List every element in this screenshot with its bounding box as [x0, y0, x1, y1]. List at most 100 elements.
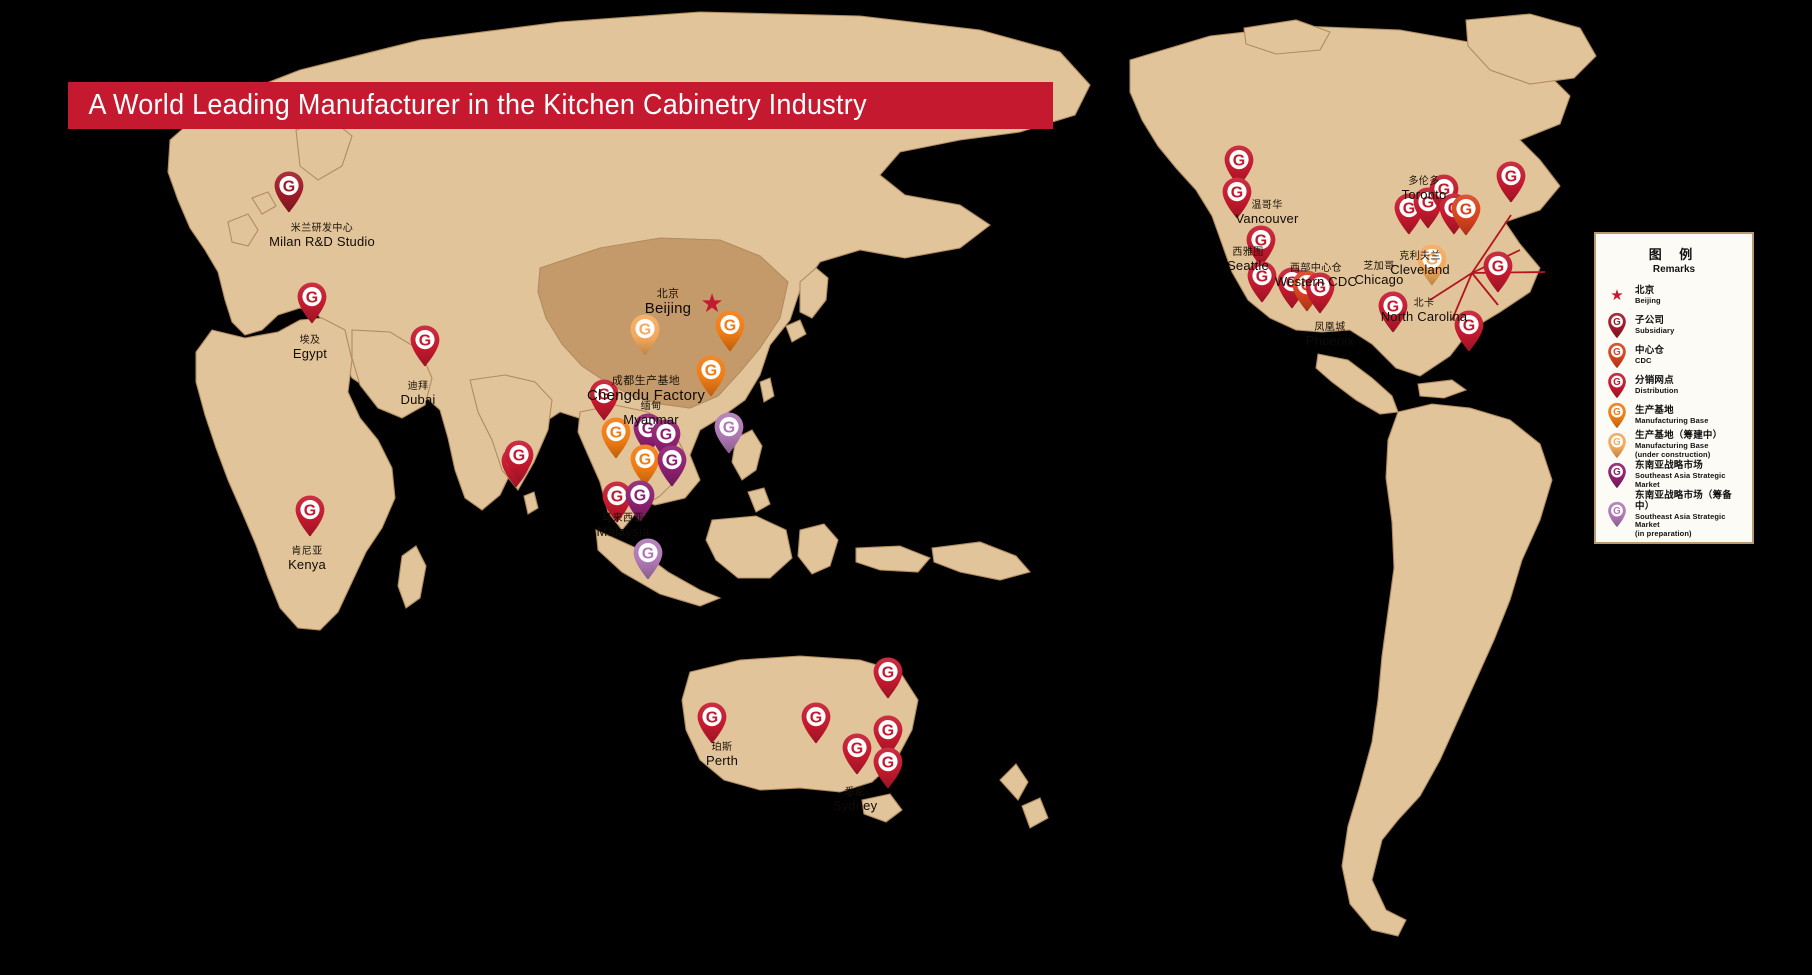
- svg-text:G: G: [1233, 152, 1245, 169]
- map-pin-icon: G: [1604, 402, 1630, 430]
- legend-item-cn: 东南亚战略市场（筹备中）: [1635, 490, 1733, 512]
- svg-text:G: G: [639, 321, 651, 338]
- map-pin-vancouver-b[interactable]: G: [1220, 176, 1254, 220]
- map-pin-india-south[interactable]: G: [502, 439, 536, 483]
- legend-item-en: Southeast Asia Strategic Market: [1635, 511, 1726, 530]
- map-pin-adelaide[interactable]: G: [799, 701, 833, 745]
- legend-item-label: 中心仓 CDC: [1635, 344, 1665, 366]
- map-pin-florida[interactable]: G: [1452, 309, 1486, 353]
- map-pin-vancouver-a[interactable]: G: [1222, 144, 1256, 188]
- legend-item-cn: 子公司: [1635, 314, 1665, 326]
- map-pin-toronto[interactable]: G: [1427, 173, 1461, 217]
- legend-item-en: CDC: [1635, 355, 1652, 365]
- legend-item-en: Manufacturing Base: [1635, 415, 1709, 425]
- legend-item-label: 东南亚战略市场（筹备中） Southeast Asia Strategic Ma…: [1635, 490, 1744, 539]
- svg-text:G: G: [724, 317, 736, 334]
- map-pin-cleveland-b[interactable]: G: [1449, 193, 1483, 237]
- map-pin-dubai[interactable]: G: [408, 324, 442, 368]
- map-pin-singapore[interactable]: G: [623, 479, 657, 523]
- map-pin-tasmania[interactable]: G: [871, 746, 905, 790]
- map-pin-us-southeast[interactable]: G: [1376, 290, 1410, 334]
- legend-item-en: Manufacturing Base: [1635, 441, 1709, 451]
- legend-item-label: 子公司 Subsidiary: [1635, 314, 1675, 336]
- svg-text:G: G: [1460, 201, 1472, 218]
- star-icon: ★: [1610, 287, 1624, 304]
- svg-text:G: G: [1492, 258, 1504, 275]
- legend-item-cn: 中心仓: [1635, 344, 1665, 356]
- map-pin-seattle[interactable]: G: [1244, 224, 1278, 268]
- map-pin-malaysia[interactable]: G: [600, 480, 634, 524]
- svg-text:G: G: [1422, 194, 1434, 211]
- svg-text:G: G: [1463, 317, 1475, 334]
- map-pin-philippines[interactable]: G: [712, 411, 746, 455]
- svg-text:G: G: [1613, 467, 1621, 478]
- map-pin-milan-rd-studio[interactable]: G: [272, 170, 306, 214]
- map-pin-canberra[interactable]: G: [871, 714, 905, 758]
- legend-item-cn: 生产基地（筹建中）: [1635, 430, 1723, 442]
- svg-text:G: G: [1505, 168, 1517, 185]
- svg-text:G: G: [810, 709, 822, 726]
- legend-item-en: Southeast Asia Strategic Market: [1635, 471, 1726, 489]
- svg-text:G: G: [513, 447, 525, 464]
- map-pin-indonesia-jakarta[interactable]: G: [631, 537, 665, 581]
- svg-text:G: G: [1613, 317, 1621, 328]
- map-pin-kenya[interactable]: G: [293, 494, 327, 538]
- legend-item-manufacturing-base: G 生产基地 Manufacturing Base: [1604, 401, 1744, 430]
- svg-text:G: G: [611, 488, 623, 505]
- map-pin-chengdu-factory[interactable]: G: [628, 313, 662, 357]
- map-pin-us-east-coast[interactable]: G: [1481, 250, 1515, 294]
- legend-list: ★ 北京 Beijing G 子公司 Subsidiary G 中心仓 CDC: [1604, 281, 1744, 539]
- map-pin-egypt[interactable]: G: [295, 281, 329, 325]
- map-pin-us-northeast[interactable]: G: [1494, 160, 1528, 204]
- svg-text:G: G: [660, 426, 672, 443]
- legend-item-cn: 北京: [1635, 284, 1655, 296]
- svg-text:G: G: [1438, 181, 1450, 198]
- legend-title-cn: 图 例: [1648, 247, 1700, 262]
- legend-item-southeast-asia-strategic-market: G 东南亚战略市场 Southeast Asia Strategic Marke…: [1604, 460, 1744, 490]
- svg-text:G: G: [723, 419, 735, 436]
- map-pin-vietnam-south[interactable]: G: [655, 444, 689, 488]
- svg-text:G: G: [1387, 298, 1399, 315]
- legend-item-label: 生产基地（筹建中） Manufacturing Base (under const…: [1635, 430, 1723, 459]
- legend-item-cdc: G 中心仓 CDC: [1604, 341, 1744, 370]
- svg-text:G: G: [283, 178, 295, 195]
- svg-text:G: G: [1255, 232, 1267, 249]
- svg-text:G: G: [1403, 200, 1415, 217]
- svg-text:G: G: [610, 424, 622, 441]
- map-pin-cambodia[interactable]: G: [628, 443, 662, 487]
- svg-text:G: G: [1231, 184, 1243, 201]
- svg-text:G: G: [1613, 377, 1621, 388]
- map-pin-china-east-south[interactable]: G: [694, 354, 728, 398]
- map-pin-china-east-north[interactable]: G: [713, 309, 747, 353]
- svg-text:G: G: [666, 452, 678, 469]
- legend-item-cn: 生产基地: [1635, 404, 1674, 416]
- legend-item-cn: 分销网点: [1635, 374, 1674, 386]
- svg-text:G: G: [639, 451, 651, 468]
- legend-title-en: Remarks: [1652, 264, 1696, 275]
- map-pin-western-cdc-c[interactable]: G: [1303, 271, 1337, 315]
- beijing-star-icon: ★: [700, 288, 724, 318]
- svg-text:G: G: [642, 545, 654, 562]
- map-pin-sydney[interactable]: G: [871, 656, 905, 700]
- map-pin-icon: G: [1604, 312, 1630, 340]
- svg-text:G: G: [705, 362, 717, 379]
- legend-item-en: Subsidiary: [1635, 325, 1675, 335]
- map-pin-california[interactable]: G: [1245, 260, 1279, 304]
- map-pin-myanmar[interactable]: G: [587, 378, 621, 422]
- svg-text:G: G: [1613, 347, 1621, 358]
- legend-item-cn: 东南亚战略市场: [1635, 460, 1703, 472]
- map-pin-perth[interactable]: G: [695, 701, 729, 745]
- legend-item-distribution: G 分销网点 Distribution: [1604, 371, 1744, 400]
- svg-text:G: G: [598, 386, 610, 403]
- svg-text:G: G: [851, 740, 863, 757]
- map-pin-thailand[interactable]: G: [599, 416, 633, 460]
- legend-item-label: 分销网点 Distribution: [1635, 374, 1678, 396]
- legend-item-southeast-asia-strategic-market: G 东南亚战略市场（筹备中） Southeast Asia Strategic …: [1604, 490, 1744, 539]
- map-pin-melbourne[interactable]: G: [840, 732, 874, 776]
- map-pin-icon: G: [1604, 342, 1630, 370]
- map-pin-north-carolina[interactable]: G: [1415, 243, 1449, 287]
- legend-item-beijing: ★ 北京 Beijing: [1604, 281, 1744, 310]
- legend-item-en2: (in preparation): [1635, 529, 1692, 539]
